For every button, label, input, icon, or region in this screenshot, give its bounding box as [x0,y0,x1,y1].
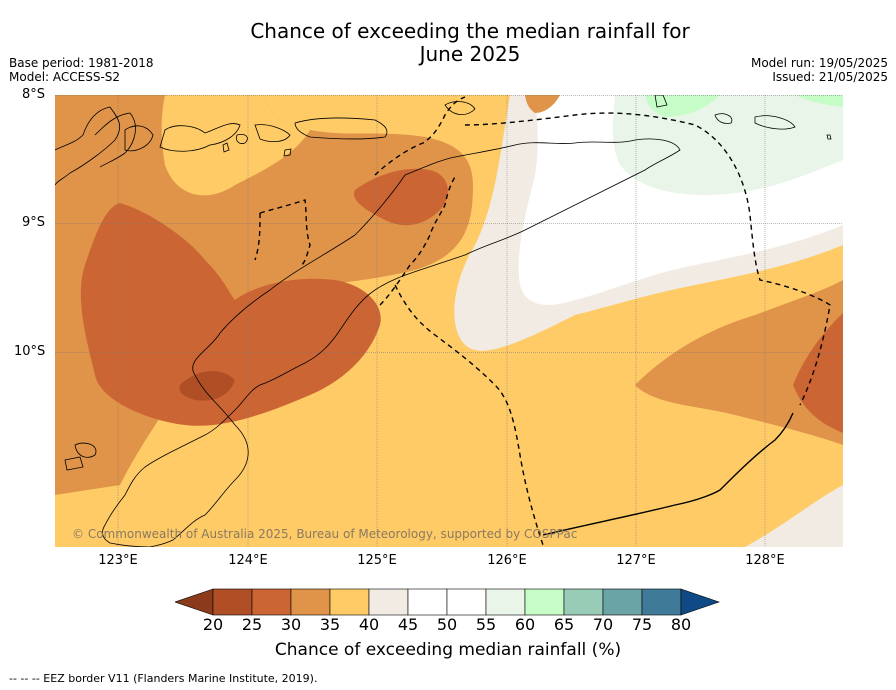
zone-25-30-west [80,203,381,426]
colorbar-cell [524,588,565,616]
meta-right: Model run: 19/05/2025 Issued: 21/05/2025 [751,56,888,84]
zone-60-65-b [795,95,843,107]
colorbar-tick-label: 35 [319,615,341,634]
lon-label-127e: 127°E [616,553,656,568]
colorbar-cell [329,588,370,616]
colorbar-tick-label: 60 [514,615,536,634]
colorbar-cell [290,588,331,616]
colorbar-arrow-high [680,588,720,616]
colorbar-label: Chance of exceeding median rainfall (%) [274,640,622,660]
lon-label-128e: 128°E [745,553,785,568]
colorbar-cell [368,588,409,616]
colorbar-cell [212,588,253,616]
graticule [55,95,843,547]
colorbar-tick-label: 30 [280,615,302,634]
base-period: Base period: 1981-2018 [9,56,154,70]
lon-label-124e: 124°E [228,553,268,568]
colorbar-tick-label: 50 [436,615,458,634]
zone-60-65-a [645,95,720,117]
colorbar-cell [485,588,526,616]
coastlines [55,95,832,547]
meta-left: Base period: 1981-2018 Model: ACCESS-S2 [9,56,154,84]
colorbar-tick-label: 70 [592,615,614,634]
lat-label-10s: 10°S [14,344,46,359]
colorbar-tick-label: 25 [241,615,263,634]
zone-30-35-small [525,95,560,113]
zone-25-30-east [793,313,843,433]
zone-20-25 [179,370,235,401]
lon-label-123e: 123°E [98,553,138,568]
colorbar-cells [175,588,720,616]
colorbar [175,588,720,616]
lon-label-126e: 126°E [487,553,527,568]
model-name: Model: ACCESS-S2 [9,70,121,84]
colorbar-cell [407,588,448,616]
colorbar-cell [641,588,682,616]
rainfall-map [55,95,843,547]
colorbar-cell [251,588,292,616]
copyright-text: © Commonwealth of Australia 2025, Bureau… [72,527,578,541]
eez-solid [542,412,794,536]
model-run: Model run: 19/05/2025 [750,56,888,70]
issued-date: Issued: 21/05/2025 [772,70,888,84]
lat-label-9s: 9°S [22,215,46,230]
zone-35-40-north [161,95,310,196]
zone-30-35-east [635,280,843,445]
colorbar-cell [446,588,487,616]
colorbar-cell [602,588,643,616]
colorbar-arrow-low [175,588,214,616]
eez-note: -- -- -- EEZ border V11 (Flanders Marine… [9,672,318,685]
lon-label-125e: 125°E [357,553,397,568]
colorbar-cell [563,588,604,616]
map-title: Chance of exceeding the median rainfall … [0,20,896,66]
colorbar-tick-label: 45 [397,615,419,634]
colorbar-tick-label: 65 [553,615,575,634]
colorbar-tick-label: 55 [475,615,497,634]
colorbar-tick-label: 80 [670,615,692,634]
zone-40-45-se [745,485,843,547]
title-line-1: Chance of exceeding the median rainfall … [250,19,690,43]
colorbar-tick-label: 40 [358,615,380,634]
eez-borders [254,96,831,546]
colorbar-tick-label: 20 [202,615,224,634]
colorbar-tick-label: 75 [631,615,653,634]
title-line-2: June 2025 [419,42,521,66]
lat-label-8s: 8°S [22,87,46,102]
